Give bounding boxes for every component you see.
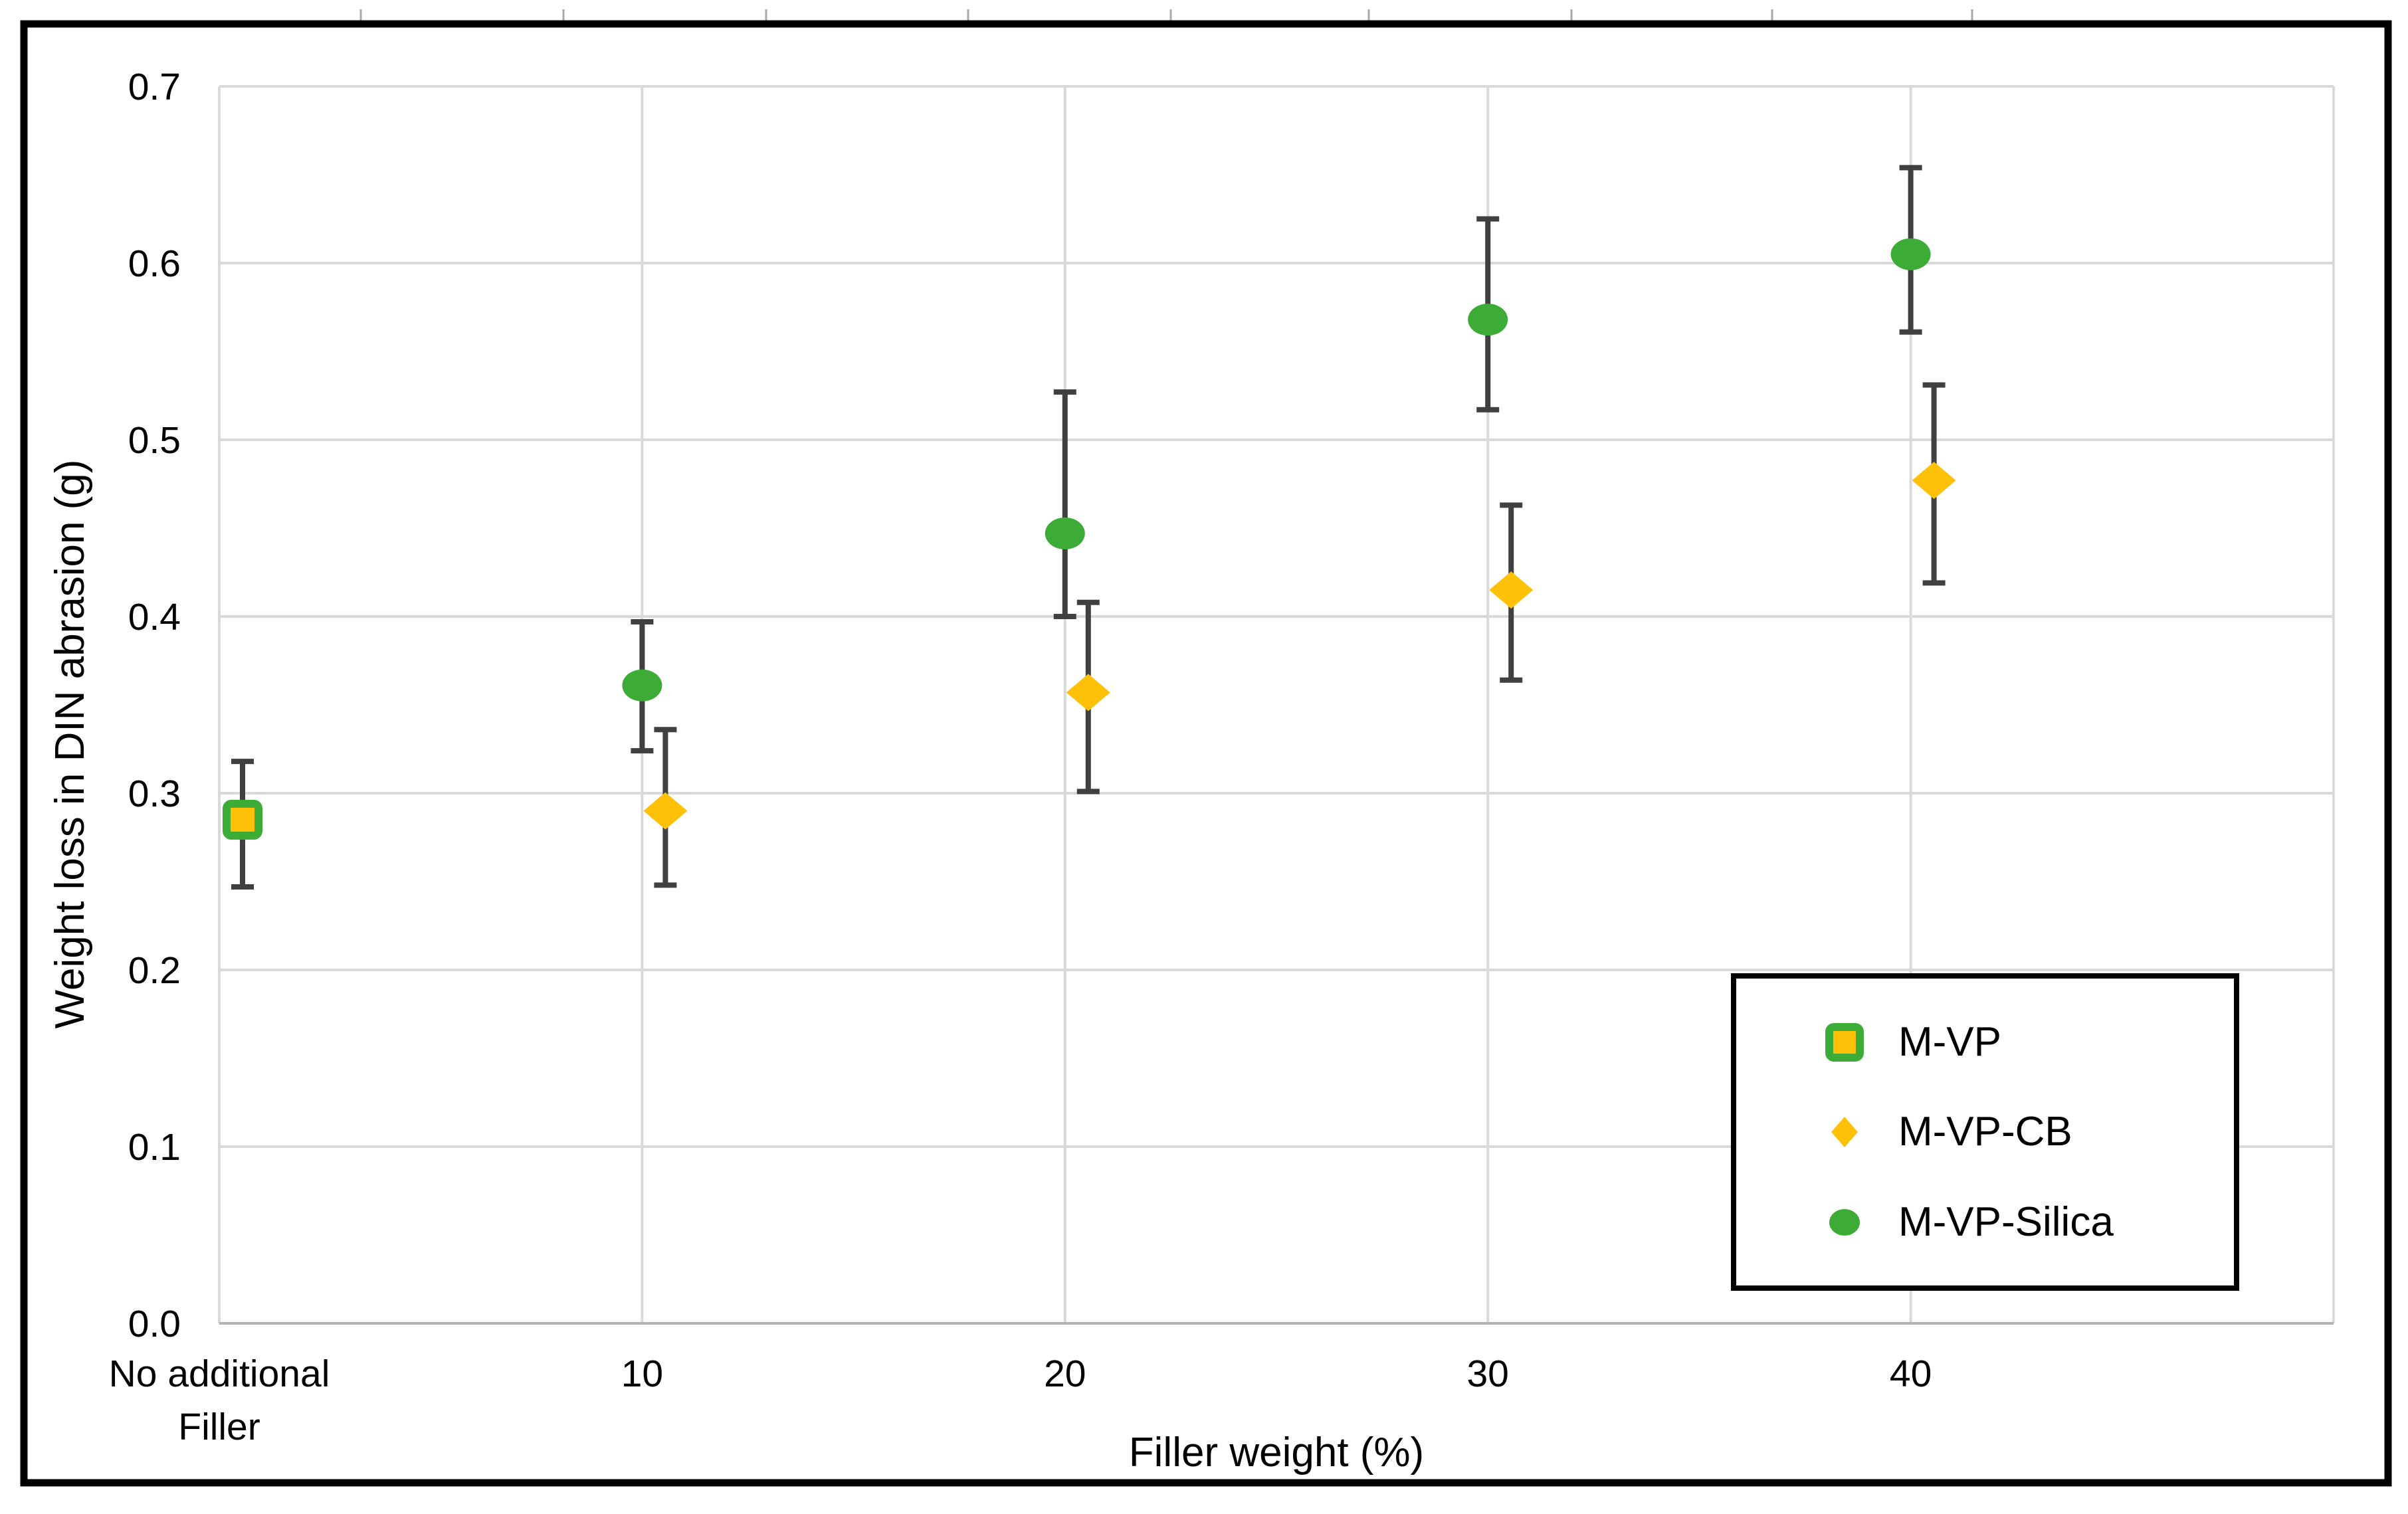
y-tick-label: 0.5: [128, 419, 181, 462]
legend-marker-diamond-icon: [1831, 1117, 1858, 1147]
y-tick-label: 0.4: [128, 596, 181, 638]
scan-artifact-ticks: [359, 9, 1973, 21]
y-tick-label: 0.0: [128, 1303, 181, 1345]
legend-marker-square-icon: [1825, 1022, 1864, 1062]
y-tick-label: 0.2: [128, 949, 181, 992]
data-point-circle: [1045, 517, 1085, 549]
x-tick-label: No additional: [109, 1353, 330, 1395]
data-point-circle: [1468, 304, 1508, 336]
series-M-VP: [223, 759, 263, 890]
x-tick-label: 10: [621, 1353, 663, 1395]
data-point-circle: [622, 669, 662, 702]
legend-item-label: M-VP-Silica: [1898, 1198, 2114, 1245]
y-tick-label: 0.6: [128, 242, 181, 285]
data-point-diamond: [1912, 462, 1956, 500]
data-point-diamond: [1066, 674, 1110, 711]
x-tick-label: 40: [1890, 1353, 1932, 1395]
x-tick-label: Filler: [178, 1406, 260, 1448]
data-point-diamond: [643, 792, 688, 830]
y-tick-label: 0.1: [128, 1126, 181, 1169]
y-axis-title: Weight loss in DIN abrasion (g): [47, 460, 93, 1029]
series-M-VP-CB: [643, 382, 1956, 888]
data-point-circle: [1890, 238, 1931, 270]
series-M-VP-Silica: [622, 165, 1931, 754]
x-tick-label: 20: [1044, 1353, 1086, 1395]
data-point-square: [223, 799, 263, 840]
legend-item-label: M-VP-CB: [1898, 1109, 2072, 1155]
legend-item-M-VP: M-VP: [1821, 1016, 2234, 1069]
x-tick-label: 30: [1466, 1353, 1508, 1395]
figure-border: [20, 20, 2392, 1487]
y-tick-label: 0.7: [128, 66, 181, 108]
data-series: [223, 165, 1956, 890]
data-point-diamond: [1489, 571, 1534, 609]
x-axis-title: Filler weight (%): [1129, 1430, 1424, 1475]
y-tick-label: 0.3: [128, 773, 181, 815]
legend-item-M-VP-Silica: M-VP-Silica: [1821, 1196, 2234, 1249]
legend-item-M-VP-CB: M-VP-CB: [1821, 1105, 2234, 1159]
legend: M-VP M-VP-CB M-VP-Silica: [1731, 973, 2239, 1291]
axis-tick-labels: 0.0 0.1 0.2 0.3 0.4 0.5 0.6 0.7 No additional Fil…: [109, 66, 1932, 1448]
legend-item-label: M-VP: [1898, 1018, 2001, 1065]
legend-marker-circle-icon: [1829, 1208, 1860, 1236]
